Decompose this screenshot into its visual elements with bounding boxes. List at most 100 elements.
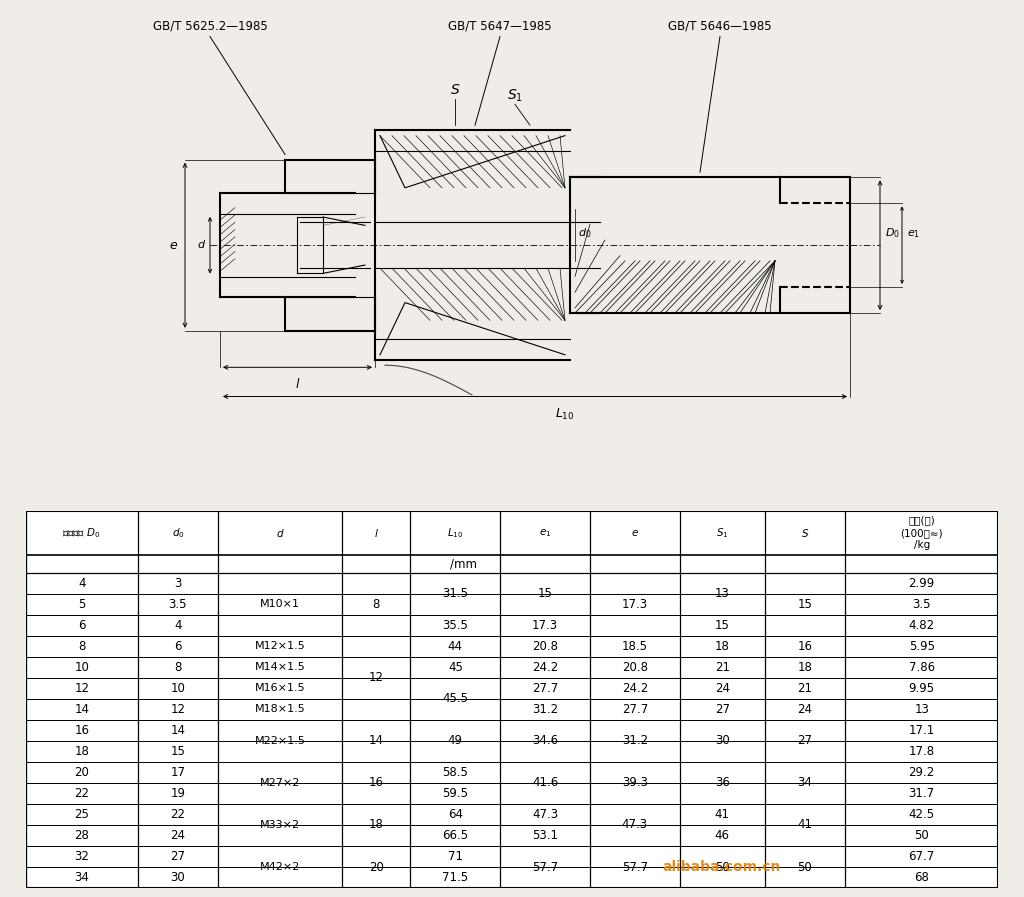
Text: $d_0$: $d_0$ [172,526,184,540]
Text: 17.3: 17.3 [532,619,558,631]
Text: 10: 10 [75,661,89,674]
Text: M22×1.5: M22×1.5 [255,736,305,746]
Text: 15: 15 [170,745,185,758]
Text: 47.3: 47.3 [622,818,648,832]
Text: 32: 32 [75,850,89,863]
Text: 27: 27 [170,850,185,863]
Text: 16: 16 [369,777,384,789]
Text: 质量(钢)
(100件≈)
/kg: 质量(钢) (100件≈) /kg [900,516,943,551]
Text: 66.5: 66.5 [442,829,468,842]
Text: /mm: /mm [450,557,477,570]
Text: 45.5: 45.5 [442,692,468,705]
Text: 71.5: 71.5 [442,871,468,884]
Text: 3.5: 3.5 [169,597,187,611]
Text: 47.3: 47.3 [532,808,558,821]
Text: 24.2: 24.2 [531,661,558,674]
Text: 14: 14 [170,724,185,736]
Text: 24: 24 [170,829,185,842]
Text: 49: 49 [447,735,463,747]
Text: GB/T 5625.2—1985: GB/T 5625.2—1985 [153,20,267,32]
Text: 64: 64 [447,808,463,821]
Text: 17.1: 17.1 [908,724,935,736]
Text: M27×2: M27×2 [260,778,300,788]
Text: 30: 30 [171,871,185,884]
Text: 16: 16 [798,640,812,653]
Text: 41.6: 41.6 [531,777,558,789]
Text: 39.3: 39.3 [622,777,648,789]
Text: 20: 20 [369,860,384,874]
Text: alibaba.com.cn: alibaba.com.cn [662,860,780,875]
Text: 57.7: 57.7 [622,860,648,874]
Text: $d_0$: $d_0$ [579,226,592,240]
Text: 27.7: 27.7 [531,682,558,695]
Text: e: e [169,239,177,252]
Text: 4: 4 [174,619,181,631]
Text: d: d [198,240,205,250]
Text: 24.2: 24.2 [622,682,648,695]
Text: 22: 22 [74,787,89,800]
Text: 18.5: 18.5 [622,640,648,653]
Text: $L_{10}$: $L_{10}$ [555,407,574,422]
Text: 68: 68 [914,871,929,884]
Text: $S$: $S$ [450,83,460,97]
Text: 57.7: 57.7 [532,860,558,874]
Text: $e_1$: $e_1$ [539,527,551,539]
Text: 50: 50 [798,860,812,874]
Text: 3: 3 [174,577,181,589]
Text: 21: 21 [798,682,812,695]
Text: 27: 27 [798,735,812,747]
Text: 3.5: 3.5 [912,597,931,611]
Text: 8: 8 [174,661,181,674]
Text: 25: 25 [75,808,89,821]
Text: 8: 8 [373,597,380,611]
Text: 12: 12 [369,671,384,684]
Text: 24: 24 [798,703,812,716]
Text: 15: 15 [538,588,553,600]
Text: GB/T 5646—1985: GB/T 5646—1985 [669,20,772,32]
Text: $e_1$: $e_1$ [907,228,921,240]
Text: 20.8: 20.8 [532,640,558,653]
Text: 18: 18 [75,745,89,758]
Text: 5: 5 [78,597,85,611]
Text: 18: 18 [369,818,384,832]
Text: 21: 21 [715,661,730,674]
Text: 20.8: 20.8 [622,661,648,674]
Text: M10×1: M10×1 [260,599,300,609]
Text: 35.5: 35.5 [442,619,468,631]
Text: 30: 30 [715,735,729,747]
Text: 14: 14 [74,703,89,716]
Text: $S$: $S$ [801,527,809,539]
Text: 17: 17 [170,766,185,779]
Text: 24: 24 [715,682,730,695]
Text: 29.2: 29.2 [908,766,935,779]
Text: 50: 50 [715,860,729,874]
Text: $D_0$: $D_0$ [885,226,900,240]
Text: 31.2: 31.2 [622,735,648,747]
Text: 27.7: 27.7 [622,703,648,716]
Text: 18: 18 [798,661,812,674]
Text: 28: 28 [75,829,89,842]
Text: 31.2: 31.2 [532,703,558,716]
Text: 41: 41 [715,808,730,821]
Text: 71: 71 [447,850,463,863]
Text: M14×1.5: M14×1.5 [255,662,305,672]
Text: 6: 6 [78,619,85,631]
Text: 59.5: 59.5 [442,787,468,800]
Text: 15: 15 [715,619,729,631]
Text: 34: 34 [798,777,812,789]
Text: 2.99: 2.99 [908,577,935,589]
Text: $l$: $l$ [374,527,379,539]
Text: 16: 16 [74,724,89,736]
Text: 6: 6 [174,640,181,653]
Text: 4: 4 [78,577,85,589]
Text: 31.7: 31.7 [908,787,935,800]
Text: M42×2: M42×2 [260,862,300,872]
Text: $e$: $e$ [631,528,639,538]
Text: M18×1.5: M18×1.5 [255,704,305,714]
Text: 17.3: 17.3 [622,597,648,611]
Text: 67.7: 67.7 [908,850,935,863]
Text: M12×1.5: M12×1.5 [255,641,305,651]
Text: 10: 10 [170,682,185,695]
Text: 44: 44 [447,640,463,653]
Text: $L_{10}$: $L_{10}$ [447,526,464,540]
